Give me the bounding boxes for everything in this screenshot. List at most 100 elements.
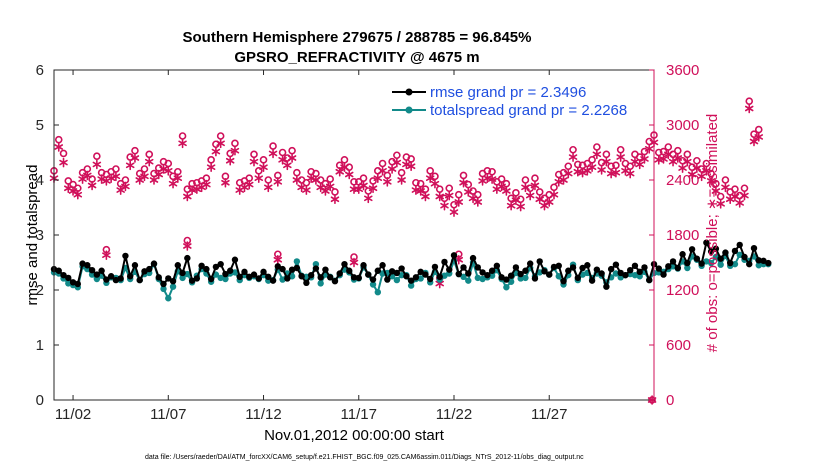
rmse-point — [55, 267, 62, 274]
rmse-point — [169, 278, 177, 285]
obs-assimilated-marker — [368, 183, 378, 194]
totalspread-point — [717, 261, 724, 268]
obs-assimilated-marker — [273, 177, 283, 187]
obs-assimilated-stroke — [421, 193, 430, 200]
obs-assimilated-marker — [340, 162, 349, 172]
obs-assimilated-stroke — [73, 191, 83, 198]
obs-assimilated-stroke — [721, 184, 730, 191]
obs-assimilated-stroke — [706, 178, 716, 184]
obs-assimilated-marker — [268, 148, 278, 159]
left-y-axis-label: rmse and totalspread — [24, 165, 41, 306]
totalspread-point — [465, 277, 472, 284]
totalspread-point — [507, 278, 515, 285]
obs-assimilated-stroke — [735, 200, 744, 206]
obs-assimilated-marker — [92, 159, 102, 170]
obs-assimilated-marker — [168, 178, 178, 189]
rmse-point — [274, 263, 282, 270]
obs-assimilated-stroke — [583, 168, 592, 174]
y-right-tick-label: 3000 — [666, 117, 699, 134]
obs-assimilated-stroke — [516, 203, 525, 210]
obs-assimilated-stroke — [225, 157, 235, 164]
totalspread-point — [517, 275, 524, 282]
obs-assimilated-marker — [664, 149, 673, 160]
rmse-point — [526, 260, 534, 267]
obs-assimilated-stroke — [54, 144, 64, 150]
rmse-point — [279, 265, 286, 273]
rmse-point — [236, 273, 243, 280]
obs-assimilated-stroke — [340, 164, 349, 170]
rmse-point — [407, 277, 415, 284]
obs-assimilated-marker — [444, 190, 454, 201]
obs-assimilated-stroke — [659, 156, 668, 162]
obs-assimilated-marker — [692, 163, 702, 173]
obs-assimilated-marker — [597, 165, 606, 175]
rmse-point — [717, 255, 724, 262]
totalspread-point — [293, 258, 301, 265]
rmse-point — [484, 271, 491, 279]
obs-assimilated-stroke — [430, 180, 440, 187]
obs-assimilated-stroke — [592, 151, 602, 158]
rmse-point — [474, 264, 482, 271]
obs-assimilated-marker — [549, 189, 559, 200]
obs-assimilated-marker — [154, 169, 164, 180]
rmse-point — [707, 248, 715, 255]
rmse-point — [246, 273, 253, 280]
obs-assimilated-stroke — [559, 177, 568, 183]
rmse-point — [455, 270, 462, 278]
obs-assimilated-stroke — [383, 179, 392, 185]
obs-assimilated-marker — [321, 186, 330, 196]
obs-assimilated-marker — [711, 186, 721, 196]
totalspread-point — [217, 274, 224, 282]
obs-assimilated-marker — [244, 179, 254, 190]
obs-assimilated-stroke — [178, 140, 187, 147]
obs-assimilated-stroke — [616, 154, 625, 160]
obs-assimilated-stroke — [130, 155, 140, 161]
obs-assimilated-marker — [287, 153, 297, 163]
totalspread-point — [441, 272, 448, 279]
rmse-point — [588, 277, 596, 284]
obs-assimilated-marker — [73, 189, 83, 200]
legend-marker-rmse — [405, 88, 413, 96]
rmse-point — [198, 262, 205, 269]
y-left-tick-label: 5 — [36, 117, 44, 134]
obs-assimilated-stroke — [644, 146, 654, 152]
obs-assimilated-marker — [273, 254, 283, 265]
obs-assimilated-marker — [292, 175, 302, 185]
totalspread-point — [417, 275, 424, 282]
obs-assimilated-stroke — [440, 202, 449, 209]
obs-assimilated-marker — [216, 138, 225, 149]
rmse-point — [136, 276, 143, 284]
totalspread-point — [684, 264, 691, 272]
obs-assimilated-marker — [497, 181, 506, 192]
obs-assimilated-stroke — [154, 171, 164, 178]
rmse-point — [631, 262, 639, 269]
rmse-point — [517, 270, 524, 278]
obs-assimilated-stroke — [140, 173, 149, 180]
rmse-point — [722, 249, 729, 256]
obs-assimilated-marker — [535, 194, 544, 205]
obs-assimilated-marker — [687, 169, 697, 180]
totalspread-point — [398, 271, 405, 279]
rmse-point — [617, 269, 624, 277]
obs-assimilated-stroke — [473, 199, 483, 205]
rmse-point — [312, 265, 320, 272]
obs-assimilated-stroke — [702, 168, 711, 174]
obs-assimilated-marker — [278, 155, 287, 165]
rmse-point — [712, 245, 720, 252]
rmse-point — [584, 262, 591, 269]
rmse-point — [146, 265, 153, 273]
obs-assimilated-stroke — [211, 148, 221, 155]
totalspread-point — [184, 270, 191, 278]
obs-assimilated-marker — [373, 173, 383, 183]
obs-assimilated-marker — [397, 175, 406, 185]
obs-assimilated-stroke — [230, 147, 240, 154]
totalspread-point — [555, 273, 562, 280]
rmse-point — [369, 276, 377, 283]
rmse-point — [612, 261, 620, 268]
obs-assimilated-stroke — [502, 188, 511, 194]
rmse-point — [507, 272, 515, 279]
obs-assimilated-marker — [330, 194, 340, 205]
obs-assimilated-marker — [344, 169, 354, 180]
rmse-point — [317, 274, 324, 281]
